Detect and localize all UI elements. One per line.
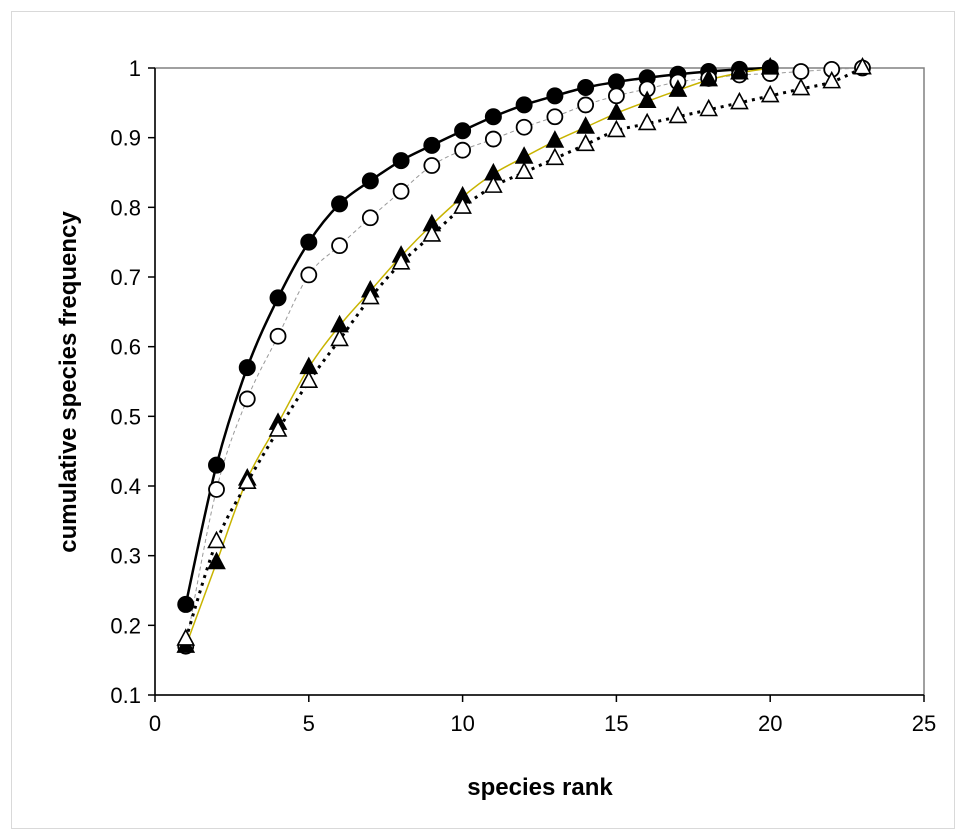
series-1-point	[423, 136, 441, 154]
series-3-point	[637, 90, 657, 109]
y-tick-label: 0.1	[110, 683, 141, 708]
y-tick-label: 0.7	[110, 265, 141, 290]
series-4-point	[330, 328, 349, 347]
series-2-point	[208, 481, 225, 498]
series-3-point	[668, 79, 688, 97]
tick-labels: 0.10.20.30.40.50.60.70.80.910 5 10 15 20 25	[110, 56, 936, 736]
y-tick-label: 0.6	[110, 335, 141, 360]
series-2-point	[515, 118, 533, 136]
y-tick-label: 0.5	[110, 404, 141, 429]
series-1-point	[238, 359, 256, 377]
series-3-point	[760, 57, 780, 75]
y-tick-label: 0.3	[110, 544, 141, 569]
series-4-point	[268, 419, 288, 437]
series-1-point	[177, 595, 195, 613]
series-4-point	[699, 98, 719, 117]
series-2-point	[577, 96, 595, 114]
series-4-point	[299, 370, 319, 389]
series-1-point	[208, 456, 226, 474]
series-1-point	[454, 122, 472, 140]
series-1-point	[484, 108, 502, 126]
x-axis-title: species rank	[467, 774, 613, 801]
series-2-point	[300, 266, 318, 284]
series-3-point	[607, 102, 626, 120]
series-1-point	[515, 96, 533, 114]
series-2-point	[608, 87, 625, 105]
y-tick-label: 0.8	[110, 195, 141, 220]
series-2-point	[454, 141, 472, 159]
series-2-point	[484, 130, 502, 148]
series-4-point	[453, 196, 472, 214]
x-tick-label: 5	[303, 711, 315, 736]
series-4-point	[422, 224, 442, 242]
series-4-point	[484, 175, 503, 193]
series-4-point	[545, 147, 565, 166]
series-3-point	[545, 130, 565, 148]
series-4-point	[576, 133, 595, 152]
series-4-point	[607, 119, 626, 138]
series-4-point	[391, 252, 411, 270]
series-2-point	[238, 390, 256, 408]
series-3-point	[207, 551, 226, 570]
series-2-point	[361, 209, 379, 227]
y-tick-label: 0.2	[110, 613, 141, 638]
series-3-point	[730, 61, 749, 80]
series-4-point	[730, 91, 749, 110]
series-1-point	[300, 233, 318, 251]
series-3-point	[699, 68, 719, 87]
series-line-4	[184, 66, 864, 640]
x-tick-label: 20	[758, 711, 782, 736]
series-4-point	[207, 530, 226, 549]
series-4-point	[514, 161, 534, 179]
series-1-point	[392, 152, 410, 170]
series-4-point	[853, 57, 872, 75]
series-1-point	[546, 87, 564, 105]
series-4-point	[360, 286, 380, 305]
y-tick-label: 1	[129, 56, 141, 81]
series-2-point	[331, 237, 348, 255]
x-tick-label: 0	[149, 711, 161, 736]
series-4-point	[637, 112, 657, 131]
series-1-point	[331, 195, 349, 213]
series-4-point	[791, 77, 811, 96]
y-axis-title: cumulative species frequency	[55, 211, 82, 553]
series-4-point	[237, 471, 257, 490]
series-2-point	[269, 327, 287, 345]
series-3-point	[576, 116, 595, 134]
series-4-point	[668, 105, 688, 124]
axes	[148, 67, 925, 702]
series-4-point	[822, 70, 842, 89]
x-tick-label: 15	[604, 711, 628, 736]
series-2-point	[392, 182, 410, 200]
series-4-point	[760, 84, 780, 103]
x-tick-label: 25	[912, 711, 936, 736]
series-2-point	[423, 157, 441, 174]
series-1-point	[269, 289, 287, 307]
series-2-point	[792, 63, 810, 80]
x-tick-label: 10	[450, 711, 474, 736]
y-tick-label: 0.9	[110, 126, 141, 151]
series-4-point	[176, 628, 196, 646]
series-markers	[176, 57, 872, 655]
series-1-point	[361, 172, 379, 190]
y-tick-label: 0.4	[110, 474, 141, 499]
series-1-point	[577, 79, 595, 97]
plot-area	[154, 67, 925, 696]
series-2-point	[546, 108, 564, 126]
